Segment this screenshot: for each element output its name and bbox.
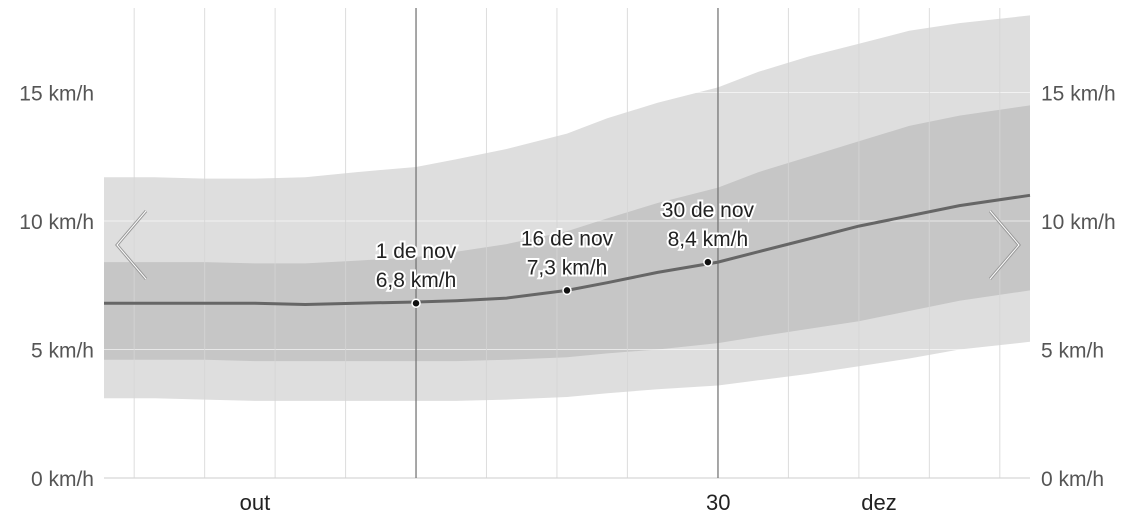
marker-dot xyxy=(563,286,571,294)
y-tick-label-left: 5 km/h xyxy=(31,340,94,363)
marker-date-label: 16 de nov xyxy=(521,227,614,250)
y-tick-label-right: 5 km/h xyxy=(1041,340,1104,363)
bands xyxy=(104,15,1030,401)
y-tick-label-left: 15 km/h xyxy=(19,83,94,106)
y-tick-label-right: 15 km/h xyxy=(1041,83,1116,106)
x-tick-label: dez xyxy=(861,490,896,515)
y-axis-left: 0 km/h 5 km/h 10 km/h 15 km/h xyxy=(19,83,94,492)
y-tick-label-left: 0 km/h xyxy=(31,468,94,491)
marker-value-label: 6,8 km/h xyxy=(376,269,457,292)
x-tick-label: out xyxy=(240,490,271,515)
y-tick-label-left: 10 km/h xyxy=(19,211,94,234)
y-tick-label-right: 0 km/h xyxy=(1041,468,1104,491)
prev-button[interactable] xyxy=(108,200,156,290)
marker-dot xyxy=(412,299,420,307)
marker-value-label: 8,4 km/h xyxy=(668,228,749,251)
y-axis-right: 0 km/h 5 km/h 10 km/h 15 km/h xyxy=(1041,83,1116,492)
next-button[interactable] xyxy=(982,200,1030,290)
marker-dot xyxy=(704,258,712,266)
x-axis: out 30 dez xyxy=(240,490,897,515)
x-tick-label: 30 xyxy=(706,490,730,515)
marker-date-label: 1 de nov xyxy=(376,240,457,263)
marker-date-label: 30 de nov xyxy=(662,199,755,222)
marker-value-label: 7,3 km/h xyxy=(527,256,608,279)
y-tick-label-right: 10 km/h xyxy=(1041,211,1116,234)
